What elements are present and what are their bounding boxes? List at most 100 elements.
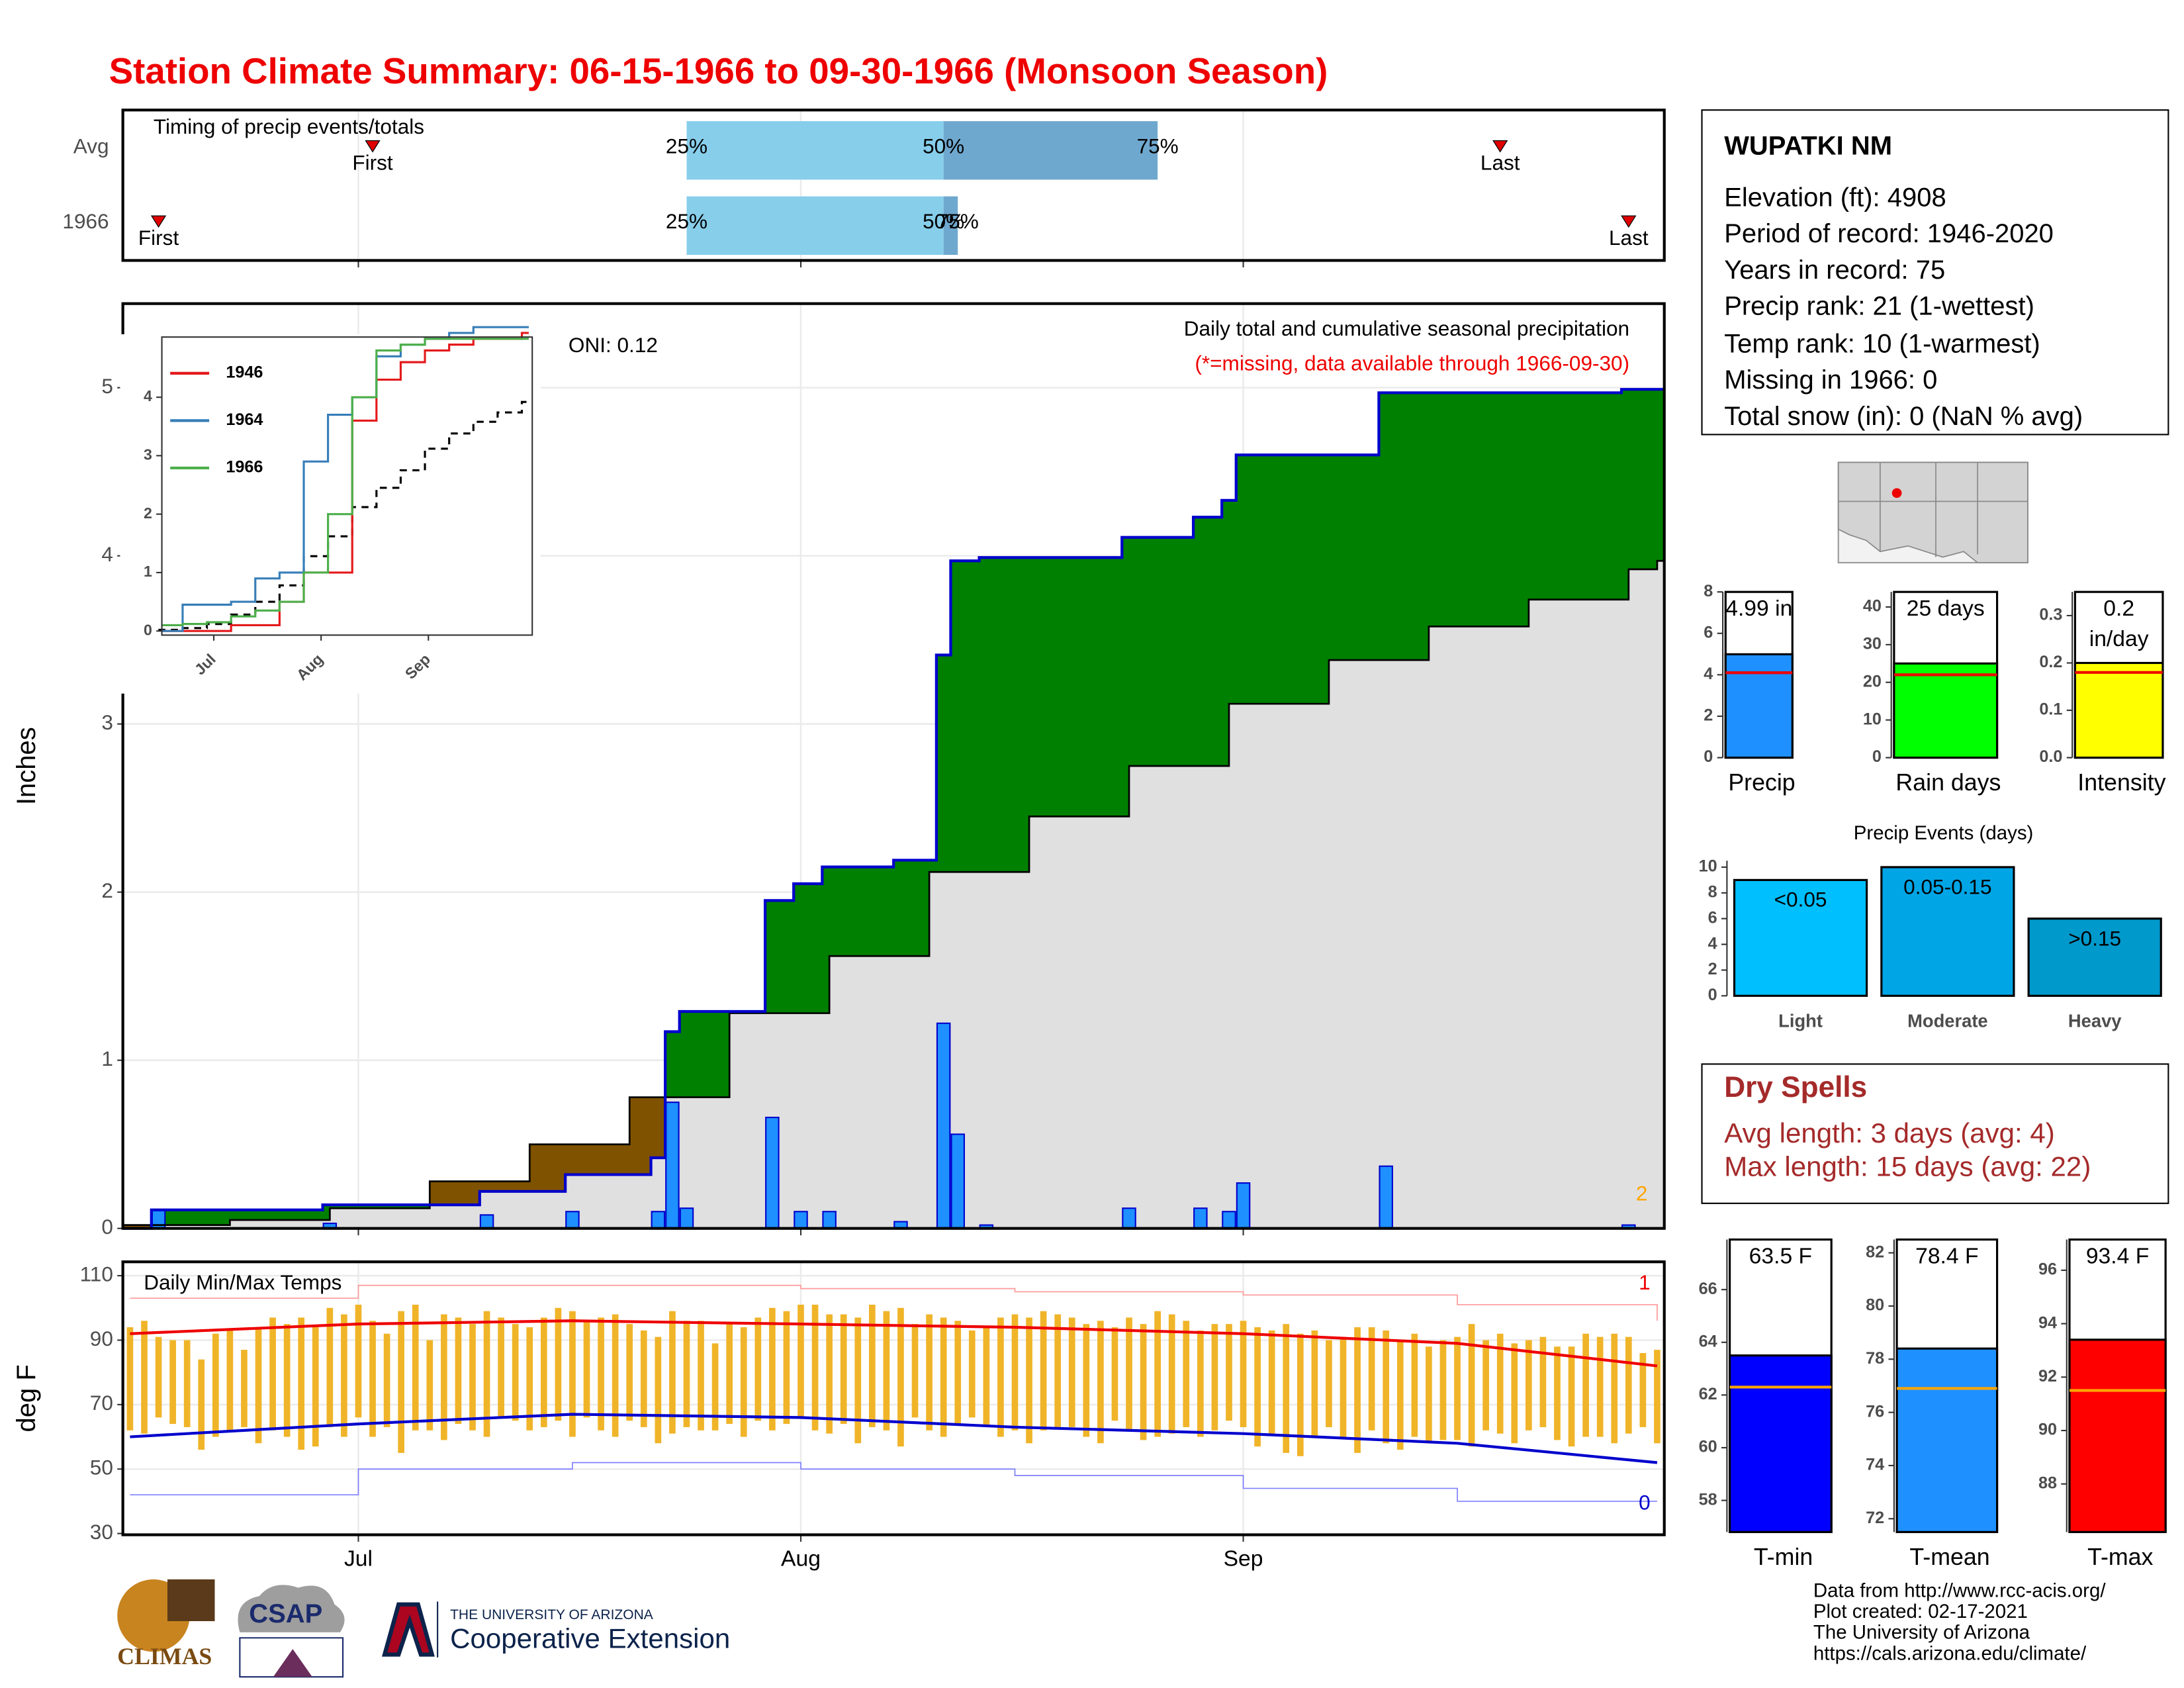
temp-bar: [441, 1314, 447, 1440]
value-label: 78.4 F: [1915, 1244, 1979, 1269]
value-label: 0.05-0.15: [1903, 876, 1991, 900]
temp-bar: [740, 1327, 747, 1437]
temp-bar: [1639, 1352, 1647, 1427]
temp-bar: [1525, 1340, 1532, 1430]
quartile-label: 25%: [666, 209, 707, 233]
y-tick-label: 60: [1699, 1438, 1717, 1456]
y-tick-label: 3: [144, 445, 152, 463]
y-tick-label: 0: [144, 621, 152, 638]
bar: [1733, 878, 1868, 997]
station-line: Total snow (in): 0 (NaN % avg): [1724, 402, 2083, 431]
temp-bar: [212, 1333, 219, 1437]
temp-bar: [298, 1317, 305, 1450]
temp-bar: [1211, 1324, 1218, 1430]
temp-bar: [826, 1314, 833, 1434]
logo-text: THE UNIVERSITY OF ARIZONA: [450, 1607, 653, 1622]
quartile-label: 25%: [666, 134, 707, 158]
category-label: Light: [1778, 1011, 1823, 1031]
y-tick-label: 0.2: [2039, 653, 2062, 671]
daily-bar: [665, 1102, 680, 1229]
daily-bar: [565, 1211, 580, 1229]
quartile-bar: [686, 196, 944, 256]
temp-bar: [183, 1340, 191, 1427]
y-tick-label: 90: [90, 1327, 113, 1350]
series-line: [161, 332, 529, 632]
temp-bar: [783, 1311, 790, 1425]
y-tick-label: 0.0: [2039, 747, 2062, 766]
panel-title: Timing of precip events/totals: [154, 115, 424, 138]
temp-bar: [1468, 1324, 1475, 1447]
daily-bar: [936, 1022, 951, 1229]
y-tick-label: 78: [1866, 1349, 1884, 1368]
y-tick-label: 0: [1708, 986, 1717, 1004]
temp-bar: [1439, 1340, 1447, 1440]
avg-max-line: [130, 1319, 1658, 1368]
category-label: Precip: [1728, 769, 1795, 796]
temp-bar: [1340, 1336, 1347, 1437]
temp-bar: [355, 1304, 362, 1418]
temp-bar: [1297, 1333, 1304, 1456]
daily-bar: [822, 1211, 837, 1229]
temp-bar: [1625, 1336, 1632, 1434]
x-tick-label: Sep: [1224, 1546, 1263, 1571]
temp-bar: [769, 1307, 776, 1430]
bar: [2068, 1338, 2167, 1533]
temp-bar: [854, 1317, 862, 1444]
category-label: Intensity: [2077, 769, 2165, 796]
value-label-text: 78.4 F: [1915, 1244, 1979, 1269]
value-label-text: 93.4 F: [2085, 1244, 2150, 1269]
temp-bar: [383, 1333, 390, 1427]
temp-bar: [241, 1350, 248, 1427]
temp-bar: [1354, 1327, 1361, 1453]
series-line: [161, 338, 529, 626]
y-tick-label: 0: [1872, 747, 1882, 766]
legend-label: 1966: [226, 458, 263, 477]
temp-bar: [1097, 1321, 1104, 1444]
y-tick-label: 96: [2038, 1260, 2057, 1279]
daily-bar: [1379, 1165, 1393, 1229]
temp-bar: [797, 1304, 804, 1418]
panel-frame: [121, 302, 1666, 1230]
station-box: [1701, 109, 2169, 436]
temp-bar: [269, 1317, 276, 1430]
quartile-label: 50%: [923, 209, 964, 233]
bar: [1880, 866, 2015, 997]
temp-bar: [583, 1321, 590, 1418]
temp-bar: [883, 1311, 890, 1430]
value-label: 4.99 in: [1725, 598, 1792, 622]
station-line: Elevation (ft): 4908: [1724, 183, 1946, 212]
temp-bar: [1654, 1350, 1661, 1444]
temp-bar: [1240, 1321, 1247, 1427]
temp-bar: [840, 1314, 847, 1425]
y-tick-label: 0.1: [2039, 700, 2062, 719]
y-axis-label: Inches: [12, 727, 41, 805]
dry-spells-line: Max length: 15 days (avg: 22): [1724, 1150, 2091, 1182]
temp-bar: [1596, 1336, 1604, 1437]
credit-line: https://cals.arizona.edu/climate/: [1813, 1642, 2087, 1664]
temp-bar: [1140, 1324, 1147, 1440]
bar: [1893, 662, 1999, 759]
y-tick-label: 110: [80, 1262, 113, 1286]
credit-line: Plot created: 02-17-2021: [1813, 1601, 2028, 1622]
bar: [1895, 1347, 1999, 1533]
y-tick-label: 4: [101, 542, 113, 566]
temp-bar: [283, 1324, 291, 1437]
temp-bar: [754, 1317, 762, 1421]
y-tick-label: 0: [101, 1215, 113, 1239]
value-label-text: 63.5 F: [1749, 1244, 1813, 1269]
temp-bar: [626, 1324, 633, 1421]
csap-base: [239, 1637, 344, 1678]
y-tick-label: 10: [1863, 710, 1882, 728]
temp-bar: [1568, 1346, 1575, 1447]
y-tick-label: 30: [90, 1520, 113, 1544]
temp-bar: [1511, 1343, 1518, 1444]
record-count: 2: [1636, 1182, 1648, 1205]
quartile-bar: [943, 196, 958, 256]
station-line: Precip rank: 21 (1-wettest): [1724, 292, 2034, 321]
avg-min-line: [130, 1413, 1658, 1464]
x-tick-label: Jul: [344, 1546, 373, 1571]
temp-bar: [1068, 1317, 1075, 1427]
temp-bar: [483, 1311, 490, 1437]
credit-line: The University of Arizona: [1813, 1622, 2030, 1644]
page-title: Station Climate Summary: 06-15-1966 to 0…: [109, 50, 1328, 91]
